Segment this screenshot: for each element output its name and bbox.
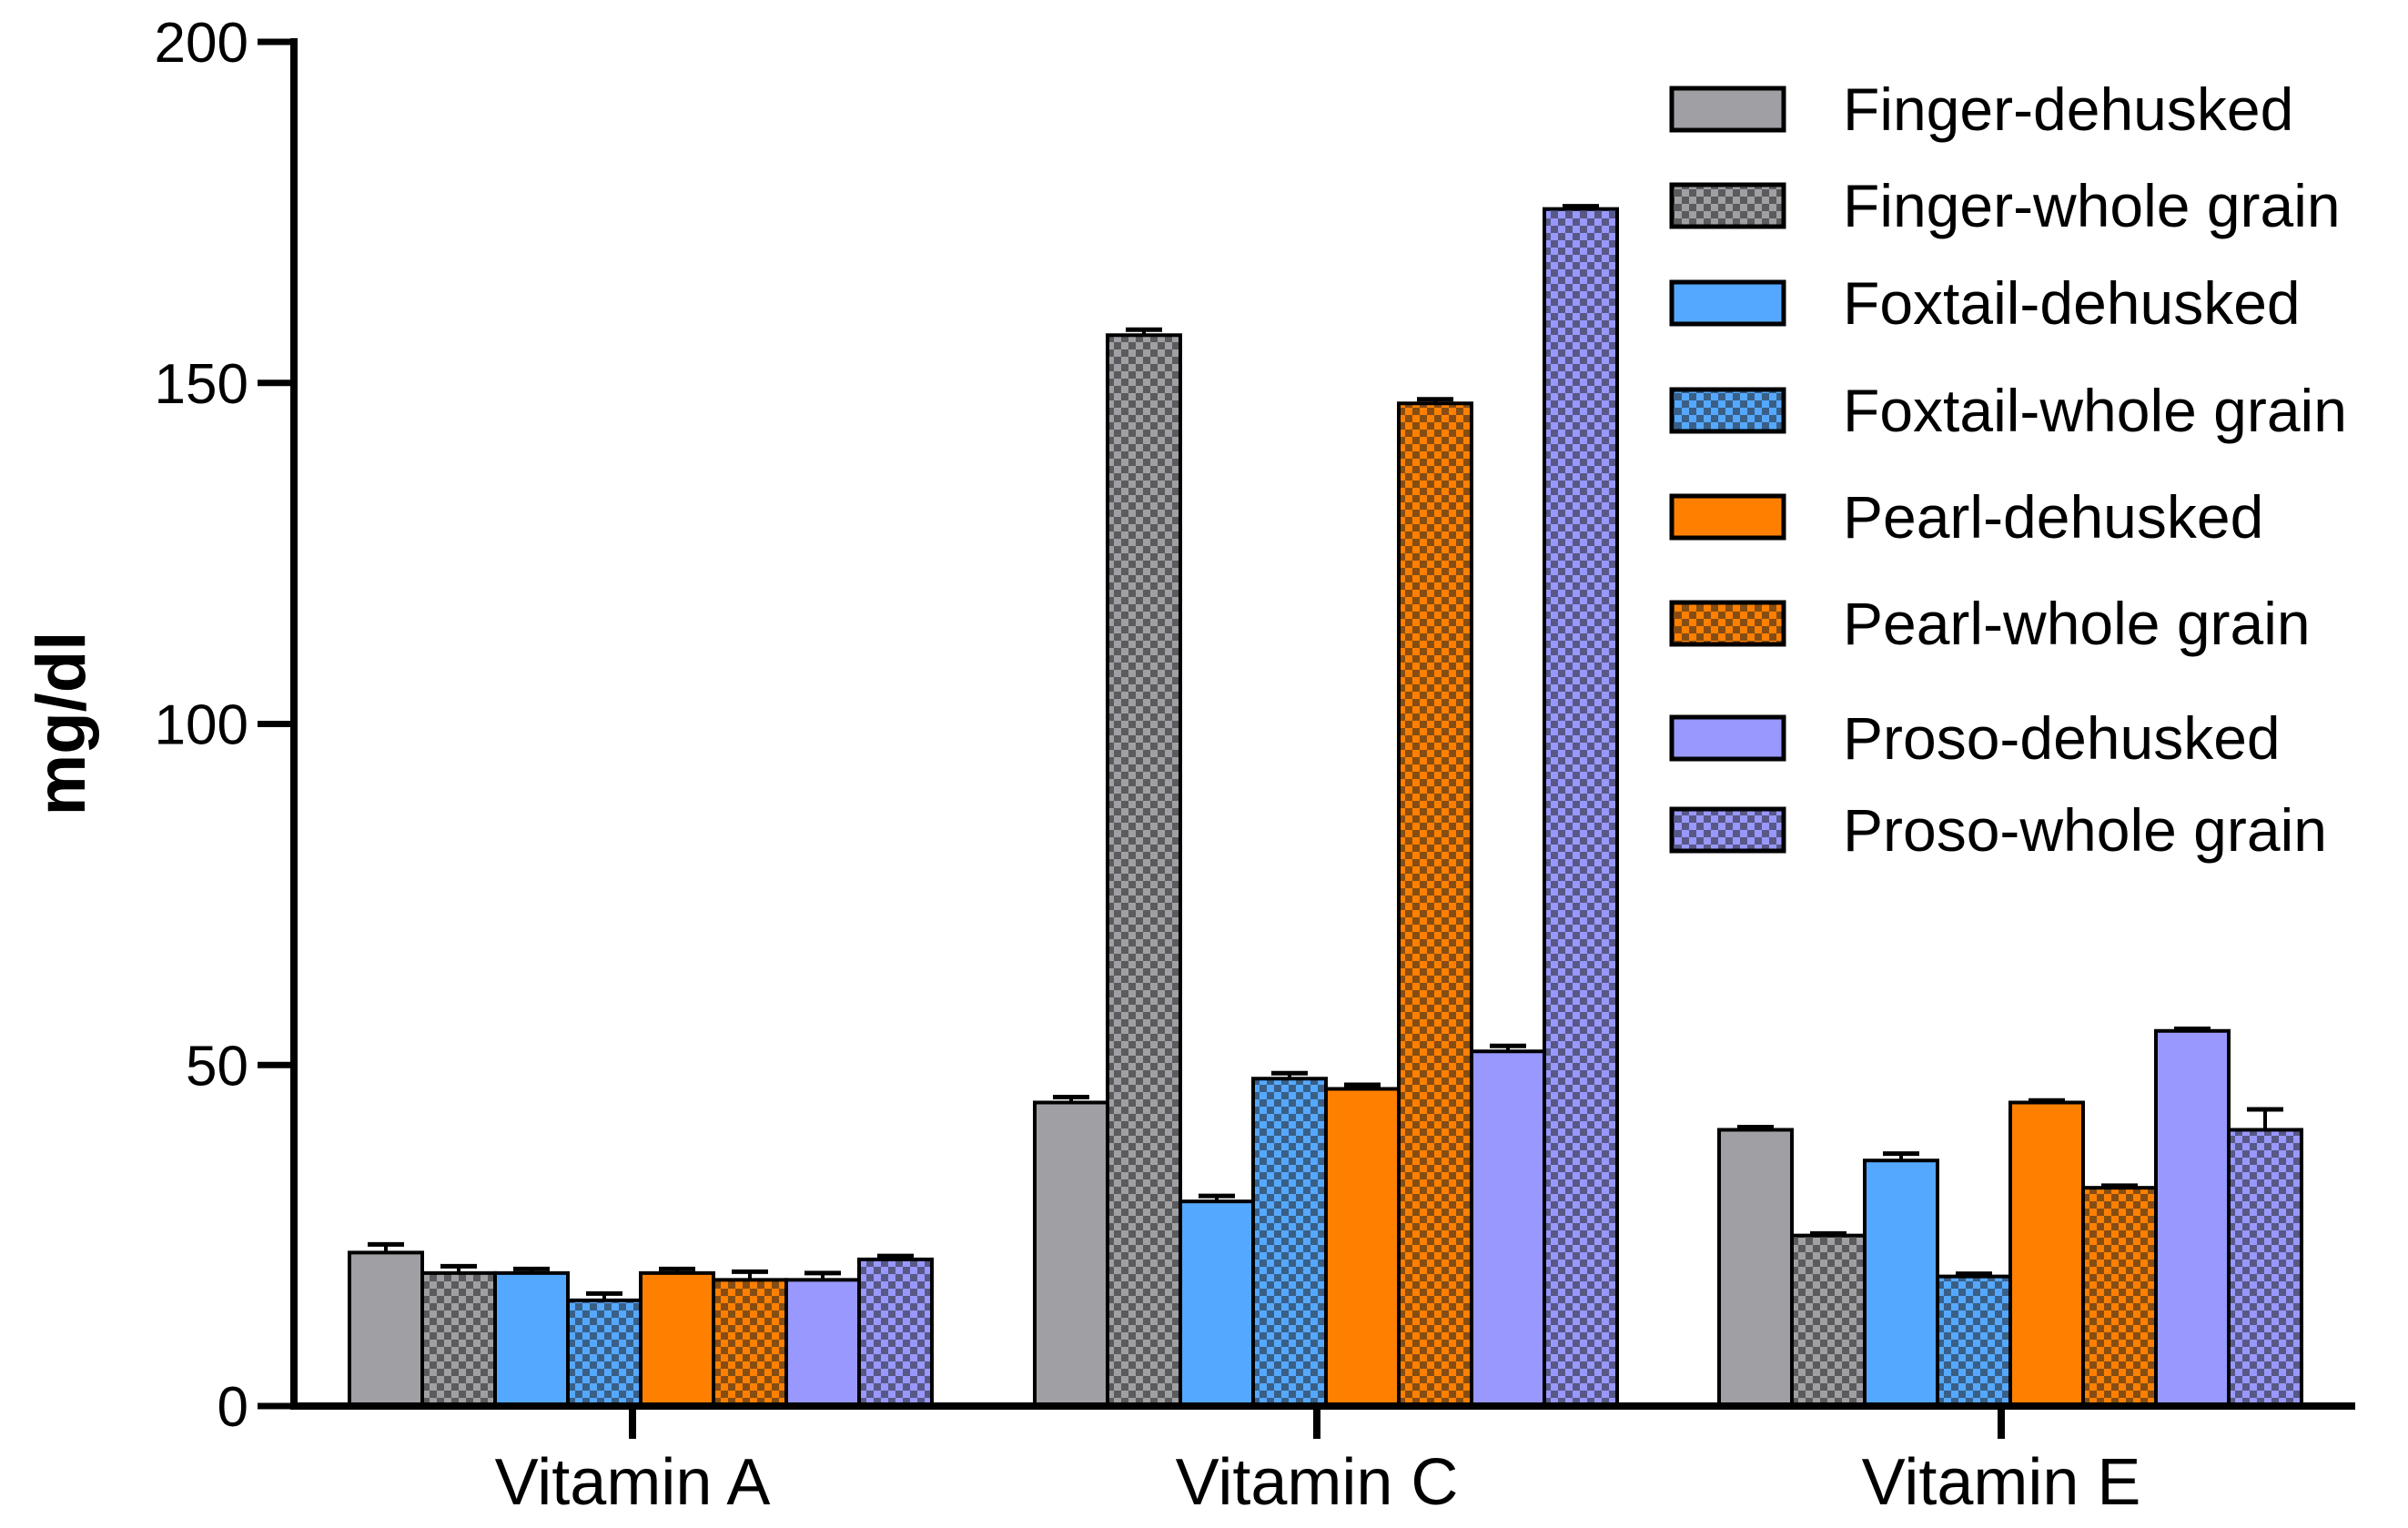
legend-label: Finger-whole grain (1843, 172, 2341, 239)
error-bar-vitamin-e-proso-dehusked (2174, 1027, 2211, 1032)
y-tick-label-200: 200 (155, 12, 248, 75)
x-tick-label-vitamin-a: Vitamin A (495, 1446, 771, 1519)
bar-vitamin-a-pearl-whole-grain (712, 1278, 788, 1409)
bar-vitamin-a-finger-whole-grain (420, 1270, 497, 1409)
bar-vitamin-e-foxtail-dehusked (1863, 1159, 1939, 1409)
legend-swatch (1669, 182, 1786, 229)
axes-layer: 0 50 100 150 200 Vitamin A Vitamin C Vitamin E m… (23, 12, 2355, 1519)
y-tick-label-50: 50 (186, 1035, 248, 1098)
bar-vitamin-c-finger-dehusked (1033, 1100, 1109, 1409)
bar-vitamin-a-proso-whole-grain (857, 1257, 934, 1409)
error-bar-vitamin-a-finger-whole-grain (440, 1263, 477, 1273)
legend-swatch (1669, 806, 1786, 854)
error-bar-vitamin-c-finger-dehusked (1053, 1094, 1089, 1103)
legend: Finger-dehusked Finger-whole grain Foxtail… (1669, 76, 2347, 864)
x-tick-label-vitamin-c: Vitamin C (1176, 1446, 1459, 1519)
error-bar-vitamin-a-proso-dehusked (804, 1270, 841, 1280)
legend-item-finger-whole-grain: Finger-whole grain (1669, 172, 2341, 239)
y-tick-label-150: 150 (155, 353, 248, 416)
legend-swatch (1669, 714, 1786, 762)
x-tick-label-vitamin-e: Vitamin E (1862, 1446, 2141, 1519)
bar-vitamin-c-foxtail-dehusked (1179, 1199, 1255, 1409)
legend-item-proso-dehusked: Proso-dehusked (1669, 704, 2281, 772)
legend-item-proso-whole-grain: Proso-whole grain (1669, 796, 2327, 864)
error-bar-vitamin-e-foxtail-whole-grain (1956, 1271, 1992, 1277)
error-bar-vitamin-e-pearl-whole-grain (2101, 1183, 2138, 1189)
bar-vitamin-a-foxtail-whole-grain (566, 1298, 642, 1409)
error-bar-vitamin-c-pearl-whole-grain (1417, 397, 1453, 404)
legend-swatch (1669, 387, 1786, 434)
error-bar-vitamin-a-pearl-whole-grain (732, 1269, 768, 1280)
error-bar-vitamin-c-pearl-dehusked (1344, 1082, 1381, 1089)
legend-label: Foxtail-whole grain (1843, 377, 2347, 444)
error-bar-vitamin-a-foxtail-dehusked (513, 1266, 550, 1273)
legend-item-pearl-dehusked: Pearl-dehusked (1669, 483, 2263, 551)
legend-swatch (1669, 493, 1786, 541)
legend-label: Finger-dehusked (1843, 76, 2293, 143)
legend-swatch (1669, 279, 1786, 327)
legend-item-foxtail-whole-grain: Foxtail-whole grain (1669, 377, 2347, 444)
bar-vitamin-a-pearl-dehusked (639, 1270, 715, 1409)
bars-layer (348, 204, 2303, 1409)
bar-vitamin-c-pearl-whole-grain (1397, 401, 1473, 1408)
legend-item-pearl-whole-grain: Pearl-whole grain (1669, 590, 2311, 657)
error-bar-vitamin-e-proso-whole-grain (2247, 1107, 2283, 1130)
legend-label: Proso-dehusked (1843, 704, 2281, 772)
bar-vitamin-e-pearl-dehusked (2008, 1100, 2085, 1409)
legend-swatch (1669, 600, 1786, 647)
legend-item-foxtail-dehusked: Foxtail-dehusked (1669, 269, 2301, 337)
y-tick-label-0: 0 (218, 1376, 248, 1439)
error-bar-vitamin-c-foxtail-dehusked (1199, 1193, 1235, 1202)
bar-vitamin-c-foxtail-whole-grain (1251, 1077, 1328, 1408)
legend-label: Proso-whole grain (1843, 796, 2327, 864)
y-tick-label-100: 100 (155, 694, 248, 757)
bar-vitamin-c-proso-whole-grain (1543, 207, 1619, 1409)
legend-label: Pearl-whole grain (1843, 590, 2311, 657)
legend-item-finger-dehusked: Finger-dehusked (1669, 76, 2293, 143)
bar-vitamin-e-proso-whole-grain (2227, 1128, 2303, 1408)
error-bar-vitamin-a-proso-whole-grain (877, 1253, 914, 1260)
bar-vitamin-a-foxtail-dehusked (493, 1270, 570, 1409)
bar-vitamin-a-finger-dehusked (348, 1250, 424, 1409)
error-bar-vitamin-a-pearl-dehusked (659, 1266, 695, 1273)
error-bar-vitamin-e-finger-dehusked (1737, 1124, 1774, 1130)
error-bar-vitamin-e-finger-whole-grain (1810, 1230, 1846, 1236)
legend-label: Pearl-dehusked (1843, 483, 2263, 551)
error-bar-vitamin-a-finger-dehusked (368, 1241, 404, 1253)
error-bar-vitamin-e-pearl-dehusked (2029, 1098, 2065, 1103)
bar-vitamin-e-proso-dehusked (2154, 1028, 2231, 1409)
legend-swatch (1669, 86, 1786, 133)
bar-vitamin-e-foxtail-whole-grain (1936, 1274, 2012, 1408)
bar-vitamin-c-pearl-dehusked (1324, 1087, 1401, 1409)
error-bar-vitamin-c-foxtail-whole-grain (1271, 1070, 1308, 1079)
error-bar-vitamin-c-finger-whole-grain (1126, 327, 1162, 336)
bar-vitamin-e-finger-dehusked (1717, 1128, 1794, 1408)
bar-vitamin-c-proso-dehusked (1470, 1049, 1546, 1408)
legend-label: Foxtail-dehusked (1843, 269, 2301, 337)
error-bar-vitamin-e-foxtail-dehusked (1883, 1151, 1919, 1161)
error-bar-vitamin-c-proso-whole-grain (1563, 204, 1599, 209)
y-axis-title: mg/dl (23, 632, 100, 816)
error-bar-vitamin-c-proso-dehusked (1490, 1043, 1526, 1052)
bar-vitamin-e-pearl-whole-grain (2081, 1186, 2158, 1409)
error-bar-vitamin-a-foxtail-whole-grain (586, 1290, 622, 1300)
bar-vitamin-a-proso-dehusked (784, 1278, 861, 1409)
bar-vitamin-c-finger-whole-grain (1106, 333, 1182, 1408)
bar-vitamin-e-finger-whole-grain (1790, 1233, 1867, 1408)
